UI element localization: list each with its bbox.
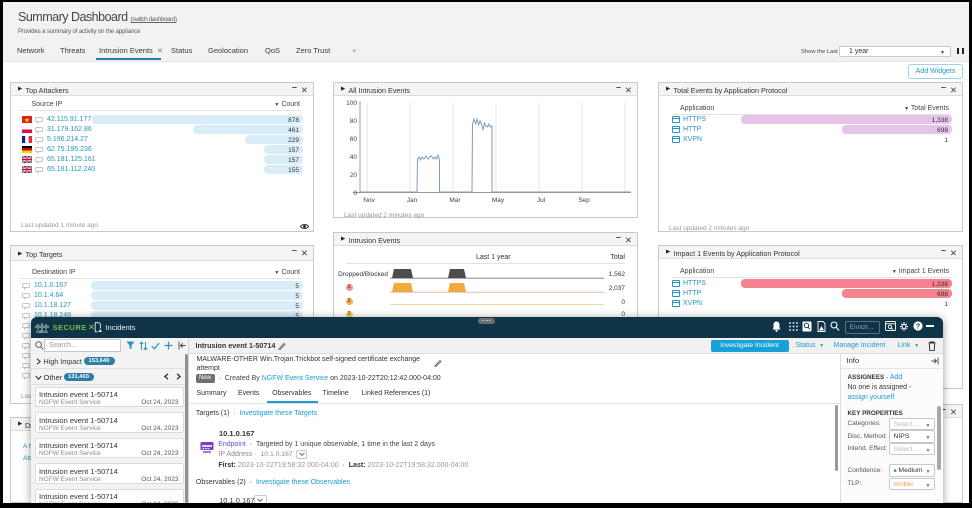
svg-text:?: ?: [915, 323, 919, 330]
svg-text:100: 100: [346, 100, 357, 107]
svg-text:Jan: Jan: [407, 197, 418, 204]
svg-text:20: 20: [350, 172, 358, 179]
svg-text:★: ★: [24, 117, 29, 123]
svg-text:May: May: [492, 197, 505, 204]
svg-text:Nov: Nov: [363, 197, 375, 204]
svg-text:60: 60: [350, 136, 358, 143]
svg-text:Jul: Jul: [537, 197, 546, 204]
svg-text:0: 0: [353, 190, 357, 197]
svg-text:CISCO: CISCO: [36, 330, 48, 333]
svg-text:Sep: Sep: [578, 197, 590, 204]
svg-text:40: 40: [350, 154, 358, 161]
svg-text:Mar: Mar: [449, 197, 461, 204]
svg-text:80: 80: [350, 118, 358, 125]
